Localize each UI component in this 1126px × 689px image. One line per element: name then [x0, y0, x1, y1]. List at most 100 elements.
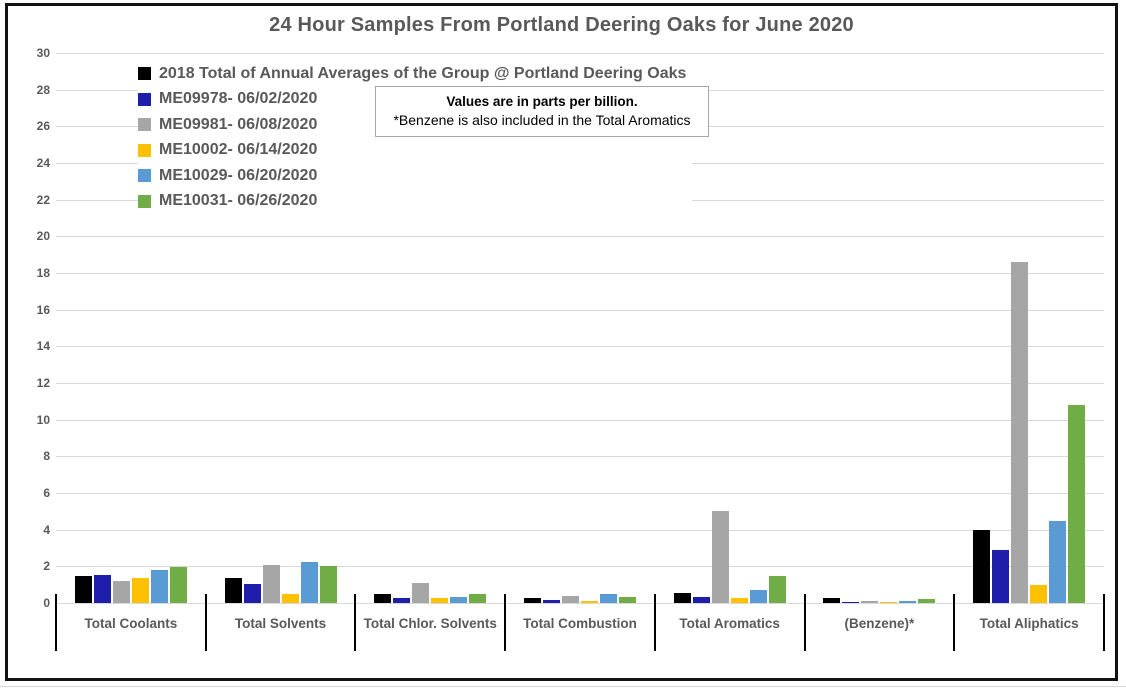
category-separator-tick: [653, 594, 656, 651]
legend-item-label: ME10031- 06/26/2020: [159, 192, 318, 210]
gridline: [56, 309, 1104, 311]
category-group: [505, 53, 655, 603]
y-axis-tick-label: 10: [36, 412, 50, 427]
legend-item: ME10031- 06/26/2020: [138, 188, 693, 214]
gridline: [56, 273, 1104, 274]
category-label: (Benzene)*: [844, 616, 915, 631]
bar: [1049, 520, 1067, 603]
chart-title: 24 Hour Samples From Portland Deering Oa…: [269, 14, 854, 36]
gridline: [56, 53, 1104, 54]
bar: [319, 566, 337, 603]
category-label: Total Combustion: [523, 616, 637, 631]
bar: [618, 596, 636, 603]
y-axis-tick-label: 0: [43, 596, 50, 610]
category-separator-tick: [803, 594, 806, 651]
category-group: [805, 53, 955, 603]
bar: [112, 581, 130, 603]
bar: [1030, 584, 1048, 603]
category-label: Total Chlor. Solvents: [363, 616, 497, 631]
bar: [711, 511, 729, 603]
note-line-1: Values are in parts per billion.: [446, 94, 638, 109]
legend-swatch-icon: [138, 118, 151, 132]
y-axis-tick-label: 12: [36, 376, 50, 390]
y-axis-tick-label: 26: [36, 119, 50, 134]
category-separator-tick: [504, 594, 507, 651]
bar: [823, 598, 841, 603]
gridline: [56, 456, 1104, 458]
y-axis-tick-label: 2: [43, 559, 50, 574]
bar: [412, 582, 430, 603]
legend-item: ME10029- 06/20/2020: [138, 163, 693, 189]
y-axis-tick-label: 24: [36, 156, 50, 170]
bar: [74, 576, 92, 603]
bar: [973, 529, 991, 603]
y-axis-tick-label: 30: [36, 46, 50, 60]
y-axis-tick-label: 18: [36, 266, 50, 280]
bar: [692, 596, 710, 603]
category-separator-tick: [55, 594, 57, 651]
legend-item-label: ME10029- 06/20/2020: [159, 166, 318, 184]
category-separator-tick: [354, 594, 357, 651]
bar: [599, 593, 617, 603]
legend-swatch-icon: [138, 92, 151, 106]
gridline: [56, 419, 1104, 421]
bar: [861, 600, 879, 603]
y-axis-tick-label: 4: [43, 522, 50, 537]
note-line-2: *Benzene is also included in the Total A…: [393, 112, 691, 128]
sheet-gridline: [0, 686, 1126, 687]
category-group: [655, 53, 805, 603]
category-group: [56, 53, 206, 603]
bar: [880, 601, 898, 603]
note-box: Values are in parts per billion. *Benzen…: [375, 86, 709, 137]
gridline: [56, 346, 1104, 348]
bar: [93, 574, 111, 603]
legend-item-label: ME09978- 06/02/2020: [159, 90, 318, 108]
legend-swatch-icon: [138, 67, 151, 81]
chart-frame: 24 Hour Samples From Portland Deering Oa…: [5, 3, 1118, 681]
category-separator-tick: [204, 594, 207, 651]
bar: [150, 570, 168, 603]
bar: [262, 564, 280, 603]
chart-legend: 2018 Total of Annual Averages of the Gro…: [138, 61, 693, 214]
legend-item: 2018 Total of Annual Averages of the Gro…: [138, 61, 693, 87]
gridline: [56, 603, 1104, 604]
bar: [768, 576, 786, 603]
y-axis-labels: 0 2 4 6 8 10 12 14 16 18 20 22 24 26 28 30: [16, 46, 50, 610]
category-group: [206, 53, 356, 603]
gridline: [56, 493, 1104, 494]
gridline: [56, 236, 1104, 238]
y-axis-tick-label: 28: [36, 82, 50, 97]
bar: [749, 590, 767, 603]
category-separator-tick: [1103, 594, 1105, 651]
bar: [730, 597, 748, 603]
y-axis-tick-label: 6: [43, 486, 50, 500]
legend-swatch-icon: [138, 169, 151, 183]
bar: [899, 600, 917, 603]
bar: [131, 578, 149, 603]
legend-swatch-icon: [138, 194, 151, 208]
gridline: [56, 566, 1104, 568]
bar: [542, 600, 560, 603]
bar: [393, 598, 411, 603]
bar: [243, 583, 261, 603]
bar: [992, 549, 1010, 603]
legend-swatch-icon: [138, 143, 151, 157]
category-label: Total Coolants: [84, 616, 178, 631]
bar: [224, 578, 242, 603]
category-label: Total Solvents: [234, 616, 327, 631]
bar: [469, 593, 487, 603]
category-group: [954, 53, 1104, 603]
bar: [580, 600, 598, 603]
bar: [374, 593, 392, 603]
category-group: [355, 53, 505, 603]
bar: [1068, 405, 1086, 603]
bar: [561, 595, 579, 603]
gridline: [56, 383, 1104, 384]
legend-item-label: 2018 Total of Annual Averages of the Gro…: [159, 64, 687, 82]
bar: [1011, 262, 1029, 603]
category-label: Total Aliphatics: [979, 616, 1079, 631]
bar: [281, 593, 299, 603]
category-label: Total Aromatics: [679, 616, 780, 631]
legend-item: ME10002- 06/14/2020: [138, 137, 693, 163]
bar: [169, 567, 187, 603]
